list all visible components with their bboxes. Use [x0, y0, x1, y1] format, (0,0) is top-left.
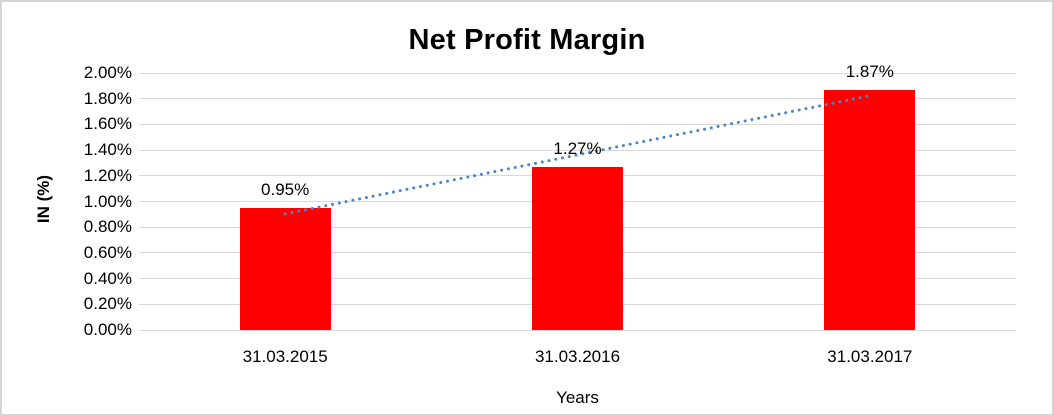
gridline: [139, 149, 1016, 151]
y-tick-label: 1.40%: [83, 140, 132, 160]
y-tick-label: 2.00%: [83, 63, 132, 82]
trendline: [283, 94, 872, 216]
gridline: [139, 123, 1016, 125]
chart-title: Net Profit Margin: [408, 24, 646, 56]
bar-value-label: 1.87%: [845, 61, 894, 81]
plot-area: [139, 72, 1016, 331]
x-axis-title: Years: [556, 388, 599, 407]
bar-value-label: 1.27%: [553, 138, 602, 158]
y-tick-label: 0.60%: [83, 242, 132, 262]
y-tick-label: 1.20%: [83, 165, 132, 185]
y-tick-label: 0.00%: [83, 320, 132, 339]
x-tick-label: 31.03.2016: [534, 347, 621, 366]
bar: [239, 207, 331, 330]
bar-value-label: 0.95%: [261, 179, 310, 199]
bar: [532, 166, 623, 330]
x-tick-label: 31.03.2015: [242, 347, 328, 366]
gridline: [139, 72, 1016, 74]
gridline: [139, 329, 1016, 331]
y-tick-label: 1.80%: [83, 88, 132, 108]
x-tick-label: 31.03.2017: [827, 347, 913, 366]
y-tick-label: 0.40%: [83, 268, 132, 288]
y-tick-label: 0.20%: [83, 294, 132, 314]
y-tick-label: 1.00%: [83, 191, 132, 211]
gridline: [139, 98, 1016, 100]
y-tick-label: 0.80%: [83, 217, 132, 237]
bar: [824, 89, 916, 330]
y-axis-title: IN (%): [34, 174, 53, 224]
y-tick-label: 1.60%: [83, 114, 132, 134]
